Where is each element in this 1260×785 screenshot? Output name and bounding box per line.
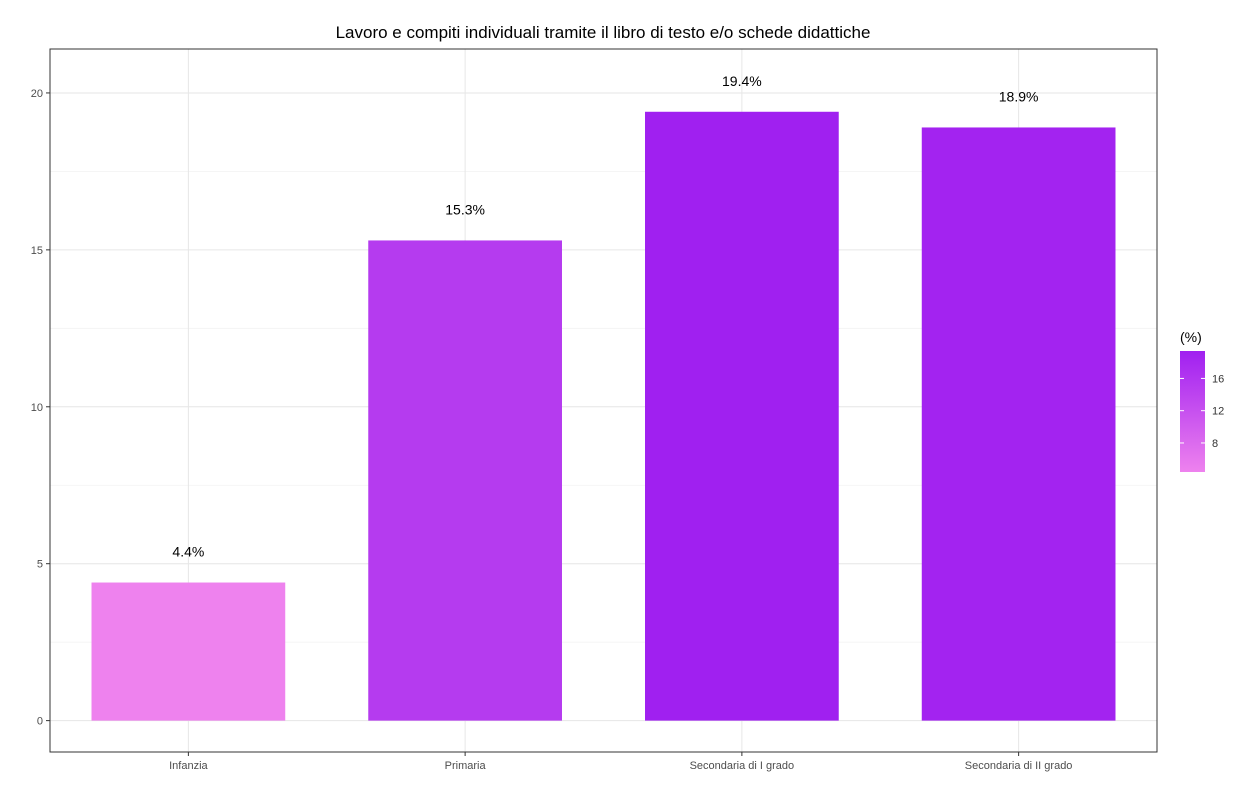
bar (368, 240, 562, 721)
y-tick-label: 15 (31, 245, 43, 257)
legend-tick-label: 12 (1212, 406, 1224, 418)
legend-colorbar (1180, 351, 1205, 472)
plot-panel-border (49, 48, 1158, 753)
legend-tick-label: 8 (1212, 438, 1218, 450)
chart-title: Lavoro e compiti individuali tramite il … (336, 23, 871, 42)
x-axis: Infanzia Primaria Secondaria di I grado Sec… (169, 752, 1072, 772)
bar-value-label: 4.4% (172, 544, 204, 560)
y-tick-label: 20 (31, 88, 43, 100)
x-tick-label: Primaria (445, 760, 487, 772)
y-tick-label: 5 (37, 559, 43, 571)
legend-tick-label: 16 (1212, 373, 1224, 385)
x-tick-label: Secondaria di I grado (690, 760, 795, 772)
bars (91, 111, 1116, 721)
data-labels: 4.4% 15.3% 19.4% 18.9% (172, 73, 1038, 560)
bar (91, 582, 286, 721)
x-tick-label: Infanzia (169, 760, 208, 772)
y-tick-label: 10 (31, 402, 43, 414)
bar (645, 111, 839, 721)
legend-title: (%) (1180, 329, 1202, 345)
x-tick-label: Secondaria di II grado (965, 760, 1073, 772)
y-tick-label: 0 (37, 716, 43, 728)
bar-value-label: 18.9% (999, 88, 1039, 104)
bar-value-label: 19.4% (722, 73, 762, 89)
bar-value-label: 15.3% (445, 201, 485, 217)
y-axis: 0 5 10 15 20 (31, 88, 50, 728)
bar (921, 127, 1116, 721)
color-legend: (%) 8 12 16 (1180, 329, 1224, 472)
